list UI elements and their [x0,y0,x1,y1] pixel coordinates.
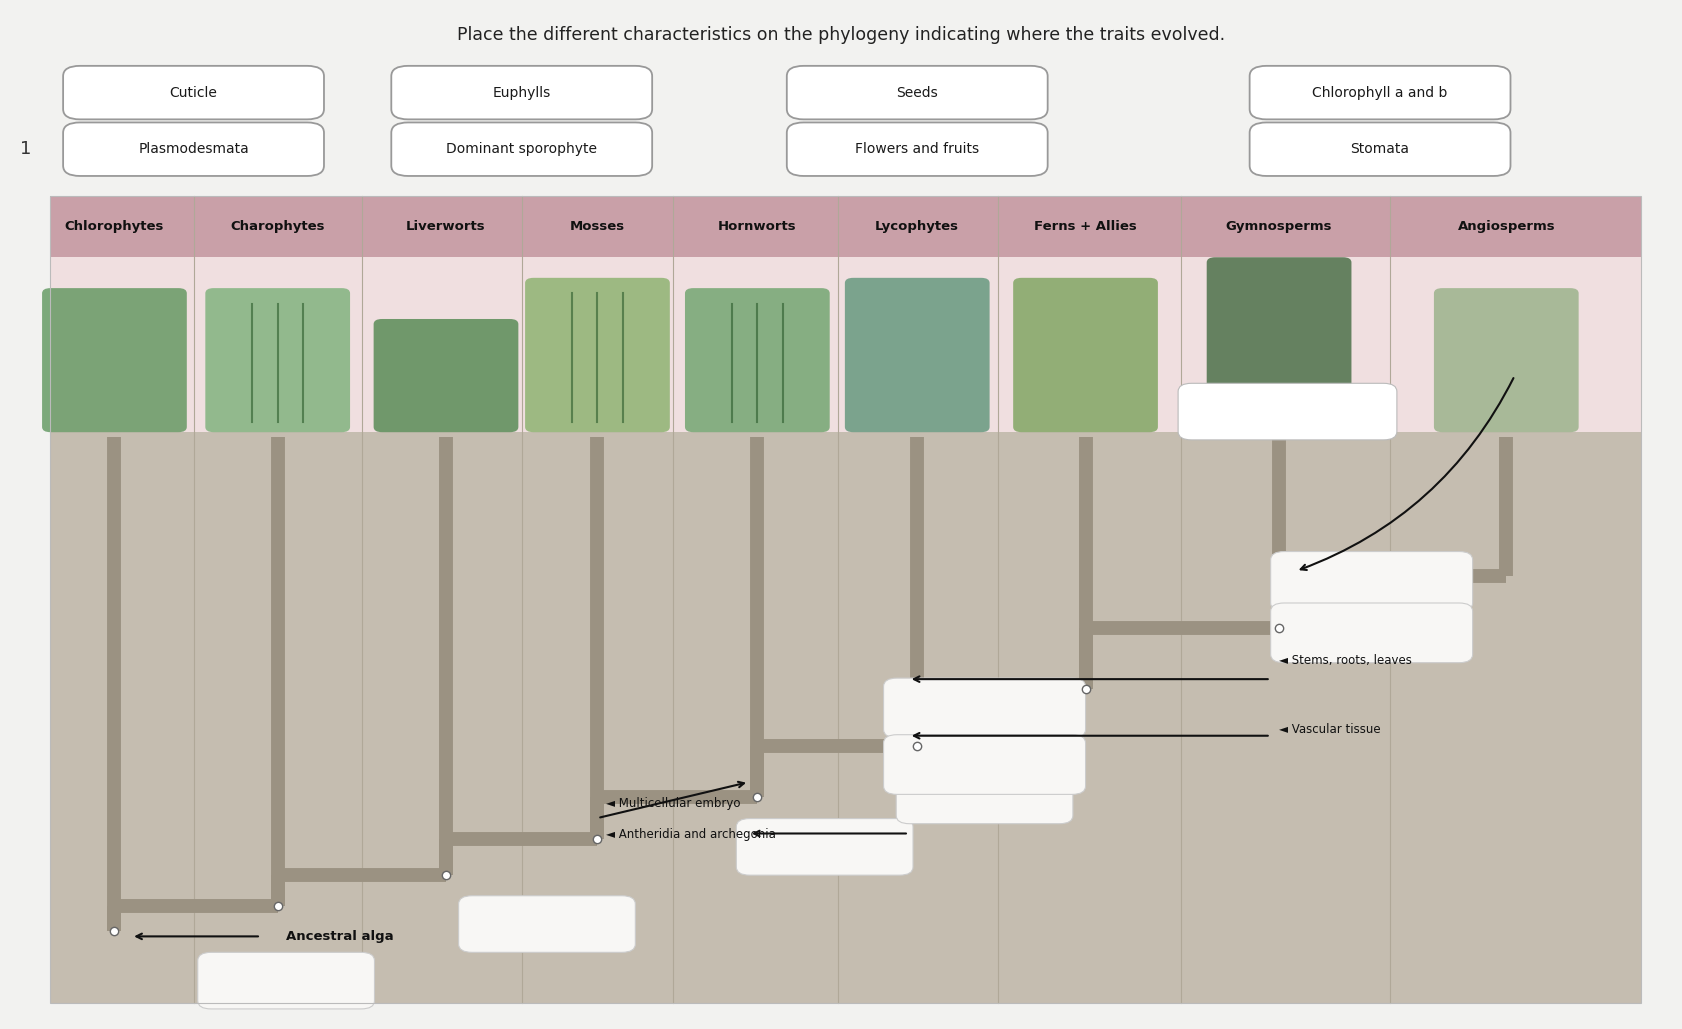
Text: Charophytes: Charophytes [230,220,325,233]
FancyBboxPatch shape [390,66,651,119]
FancyBboxPatch shape [785,66,1046,119]
FancyBboxPatch shape [883,735,1085,794]
FancyBboxPatch shape [1270,603,1472,663]
Text: Mosses: Mosses [570,220,624,233]
Text: ◄ Stems, roots, leaves: ◄ Stems, roots, leaves [1278,653,1411,667]
FancyBboxPatch shape [785,122,1046,176]
Text: Chlorophyll a and b: Chlorophyll a and b [1312,85,1447,100]
Text: Ferns + Allies: Ferns + Allies [1033,220,1137,233]
Text: Cuticle: Cuticle [170,85,217,100]
FancyBboxPatch shape [390,122,651,176]
FancyBboxPatch shape [64,122,323,176]
FancyBboxPatch shape [895,768,1073,823]
Text: Hornworts: Hornworts [718,220,796,233]
FancyBboxPatch shape [1013,278,1157,432]
Text: Seeds: Seeds [897,85,937,100]
Bar [50,196,1640,257]
FancyBboxPatch shape [373,319,518,432]
FancyBboxPatch shape [1177,383,1396,440]
Text: Lycophytes: Lycophytes [875,220,959,233]
Text: Chlorophytes: Chlorophytes [64,220,165,233]
FancyBboxPatch shape [525,278,669,432]
FancyBboxPatch shape [1433,288,1578,432]
FancyBboxPatch shape [42,288,187,432]
FancyBboxPatch shape [1248,66,1510,119]
Text: ◄ Multicellular embryo: ◄ Multicellular embryo [606,796,740,810]
Bar [50,257,1640,432]
FancyBboxPatch shape [685,288,829,432]
Text: Gymnosperms: Gymnosperms [1224,220,1332,233]
FancyBboxPatch shape [458,895,634,953]
FancyBboxPatch shape [64,66,323,119]
Text: Dominant sporophyte: Dominant sporophyte [446,142,597,156]
Text: ◄ Vascular tissue: ◄ Vascular tissue [1278,722,1379,736]
Text: 1: 1 [20,140,32,158]
Text: ◄ Antheridia and archegonia: ◄ Antheridia and archegonia [606,828,775,842]
Bar [50,432,1640,1003]
Text: Liverworts: Liverworts [405,220,486,233]
Text: Plasmodesmata: Plasmodesmata [138,142,249,156]
FancyBboxPatch shape [844,278,989,432]
Text: Euphylls: Euphylls [493,85,550,100]
Text: Ancestral alga: Ancestral alga [286,930,394,943]
FancyBboxPatch shape [205,288,350,432]
FancyBboxPatch shape [1248,122,1510,176]
Bar [50,196,1640,1003]
FancyBboxPatch shape [735,819,912,875]
FancyBboxPatch shape [883,678,1085,738]
Text: Stomata: Stomata [1349,142,1410,156]
Text: Place the different characteristics on the phylogeny indicating where the traits: Place the different characteristics on t… [458,26,1224,43]
Text: Angiosperms: Angiosperms [1457,220,1554,233]
FancyBboxPatch shape [1270,552,1472,611]
FancyBboxPatch shape [1206,257,1351,432]
Text: Flowers and fruits: Flowers and fruits [854,142,979,156]
FancyBboxPatch shape [198,953,375,1008]
